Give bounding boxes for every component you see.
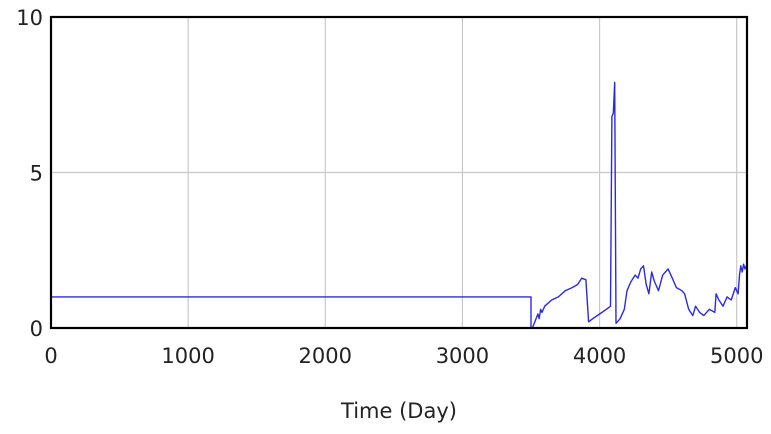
tick-layer: 0 1000 2000 3000 4000 5000 0 5 10 xyxy=(16,6,763,368)
x-tick-label: 3000 xyxy=(436,344,489,368)
y-tick-label: 10 xyxy=(16,6,43,30)
y-tick-label: 0 xyxy=(30,317,43,341)
y-tick-label: 5 xyxy=(30,162,43,186)
x-tick-label: 2000 xyxy=(299,344,352,368)
series-line-0 xyxy=(51,81,747,329)
x-axis-title: Time (Day) xyxy=(340,399,457,423)
grid-layer xyxy=(51,17,747,328)
x-tick-label: 5000 xyxy=(710,344,763,368)
x-tick-label: 4000 xyxy=(573,344,626,368)
x-tick-label: 1000 xyxy=(161,344,214,368)
plot-frame xyxy=(49,15,749,330)
series-layer xyxy=(51,81,747,329)
x-tick-label: 0 xyxy=(44,344,57,368)
